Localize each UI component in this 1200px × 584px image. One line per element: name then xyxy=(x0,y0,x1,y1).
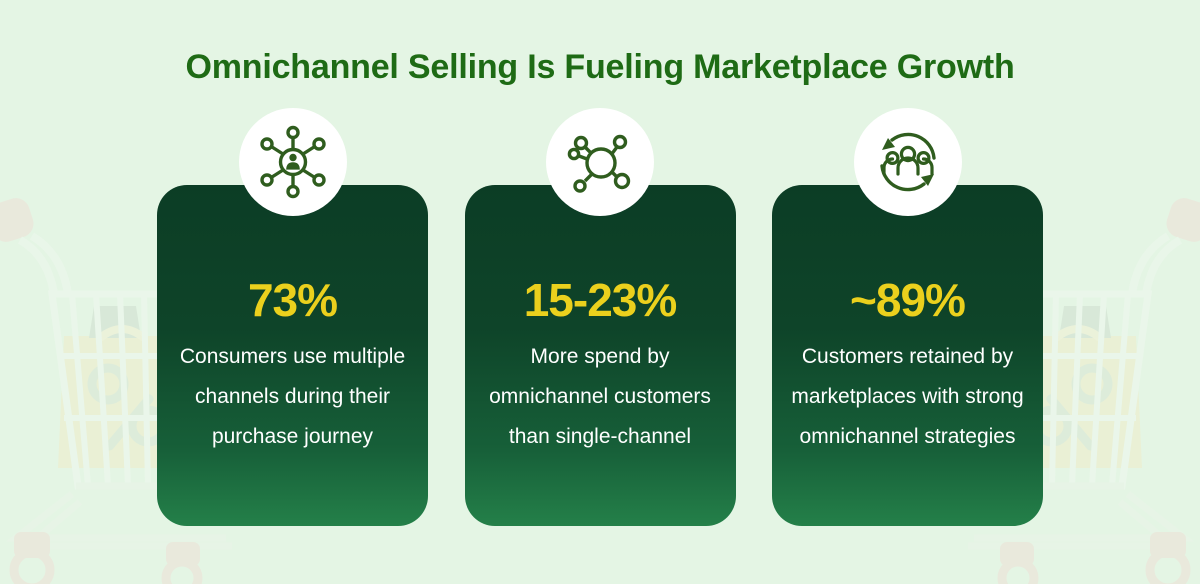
stat-value: 73% xyxy=(247,274,338,326)
stat-card: ~89% Customers retained by marketplaces … xyxy=(772,108,1043,526)
network-nodes-icon xyxy=(546,108,654,216)
stat-description: Customers retained by marketplaces with … xyxy=(791,345,1024,448)
stat-card: 15-23% More spend by omnichannel custome… xyxy=(464,108,736,526)
retention-cycle-people-icon xyxy=(853,108,962,216)
stat-card: 73% Consumers use multiple channels duri… xyxy=(157,108,428,526)
page-title: Omnichannel Selling Is Fueling Marketpla… xyxy=(185,48,1015,86)
stat-description: Consumers use multiple channels during t… xyxy=(179,345,406,448)
network-hub-person-icon xyxy=(238,108,347,216)
stat-value: 15-23% xyxy=(523,274,678,326)
stat-card-list: 73% Consumers use multiple channels duri… xyxy=(157,108,1043,526)
stat-description: More spend by omnichannel customers than… xyxy=(489,345,711,448)
stat-value: ~89% xyxy=(850,274,966,326)
